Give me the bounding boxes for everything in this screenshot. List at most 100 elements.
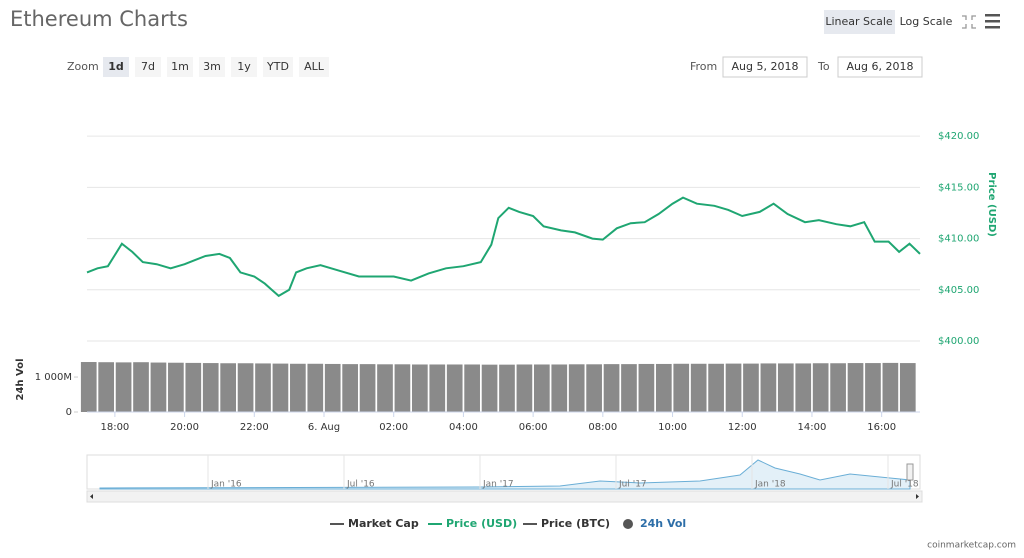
y-tick-label: $415.00 <box>938 182 979 193</box>
to-date[interactable]: Aug 6, 2018 <box>847 60 914 73</box>
legend-label[interactable]: Price (USD) <box>446 517 517 530</box>
y-tick-label: $405.00 <box>938 285 979 296</box>
volume-bar <box>115 362 132 412</box>
zoom-button-label[interactable]: 1y <box>237 60 251 73</box>
zoom-buttons: 1d 7d 1m 3m 1y YTD ALL <box>103 57 329 77</box>
zoom-button-label[interactable]: ALL <box>304 60 325 73</box>
legend-symbol[interactable] <box>623 519 633 529</box>
volume-bar <box>621 364 637 412</box>
volume-bar <box>743 363 759 412</box>
y-tick-label: 0 <box>66 407 72 418</box>
navigator-labels: Jan '16 Jul '16 Jan '17 Jul '17 Jan '18 Jul '… <box>207 455 919 490</box>
volume-bar <box>708 363 724 412</box>
volume-bar <box>586 364 602 412</box>
volume-bar <box>795 363 812 412</box>
zoom-label: Zoom <box>67 60 99 73</box>
zoom-button-label[interactable]: YTD <box>266 60 289 73</box>
navigator-handle[interactable] <box>906 463 914 481</box>
to-input[interactable] <box>837 56 923 78</box>
volume-bar <box>516 364 533 412</box>
y-axis-label: 24h Vol <box>15 358 26 400</box>
volume-bar <box>133 362 149 412</box>
zoom-button-label[interactable]: 3m <box>203 60 221 73</box>
volume-bar <box>168 362 184 412</box>
price-line <box>86 196 921 298</box>
volume-bar <box>307 363 324 412</box>
x-tick-label: 08:00 <box>588 422 617 433</box>
volume-bar <box>272 363 289 412</box>
from-label: From <box>690 60 717 73</box>
zoom-button[interactable] <box>103 57 129 77</box>
legend-label[interactable]: Market Cap <box>348 517 419 530</box>
volume-bar <box>533 364 550 412</box>
zoom-button-label[interactable]: 7d <box>141 60 155 73</box>
volume-bar <box>412 364 428 412</box>
title: Ethereum Charts <box>10 7 188 31</box>
volume-bar <box>150 362 167 412</box>
legend-label[interactable]: Price (BTC) <box>541 517 610 530</box>
volume-bar <box>725 363 742 412</box>
volume-bar <box>359 364 376 412</box>
volume-bar <box>377 364 393 412</box>
x-tick-label: 22:00 <box>240 422 269 433</box>
volume-bar <box>342 364 358 412</box>
volume-bar <box>464 364 480 412</box>
scrollbar[interactable] <box>86 490 923 503</box>
navigator-area <box>99 459 911 490</box>
volume-bar <box>812 363 829 412</box>
volume-bar <box>481 364 498 412</box>
x-tick-label: 10:00 <box>658 422 687 433</box>
linear-button[interactable] <box>824 10 895 34</box>
volume-bar <box>568 364 585 412</box>
zoom-button-label[interactable]: 1d <box>108 60 124 73</box>
volume-bar <box>655 363 672 412</box>
volume-bar <box>638 363 655 412</box>
x-tick-label: 12:00 <box>728 422 757 433</box>
volume-bar <box>324 363 341 412</box>
zoom-button[interactable] <box>299 57 329 77</box>
navigator-label: Jul '17 <box>618 480 647 490</box>
x-tick-label: 02:00 <box>379 422 408 433</box>
zoom-button[interactable] <box>135 57 161 77</box>
volume-bar <box>394 364 411 412</box>
zoom-button[interactable] <box>199 57 225 77</box>
to-label: To <box>817 60 830 73</box>
volume-bar <box>882 362 899 412</box>
zoom-button-label[interactable]: 1m <box>171 60 189 73</box>
fullscreen-icon[interactable] <box>962 15 976 29</box>
zoom-button[interactable] <box>167 57 193 77</box>
volume-bar <box>80 362 97 412</box>
credit: coinmarketcap.com <box>927 541 1016 551</box>
x-tick-label: 14:00 <box>798 422 827 433</box>
zoom-button[interactable] <box>231 57 257 77</box>
navigator-label: Jan '17 <box>482 480 514 490</box>
x-tick-label: 16:00 <box>867 422 896 433</box>
linear-scale[interactable]: Linear Scale <box>825 15 893 28</box>
volume-bar <box>847 363 864 412</box>
navigator-label: Jul '18 <box>890 480 919 490</box>
volume-bar <box>237 363 254 412</box>
from-date[interactable]: Aug 5, 2018 <box>732 60 799 73</box>
volume-bar <box>220 363 236 412</box>
volume-bar <box>865 363 881 412</box>
volume-bar <box>690 363 707 412</box>
y-tick-label: $400.00 <box>938 336 979 347</box>
from-input[interactable] <box>722 56 808 78</box>
legend: Market Cap Price (USD) Price (BTC) 24h Vol <box>330 517 686 530</box>
menu-icon[interactable] <box>985 14 1000 29</box>
volume-bar <box>499 364 515 412</box>
navigator-label: Jan '18 <box>754 480 786 490</box>
x-tick-label: 06:00 <box>519 422 548 433</box>
volume-bar <box>760 363 777 412</box>
zoom-button[interactable] <box>263 57 293 77</box>
legend-label[interactable]: 24h Vol <box>640 517 686 530</box>
navigator-label: Jan '16 <box>210 480 242 490</box>
y-tick-label: 1 000M <box>35 372 72 383</box>
volume-bar <box>830 363 846 412</box>
log-scale[interactable]: Log Scale <box>900 15 953 28</box>
volume-bar <box>98 362 115 412</box>
volume-bar <box>899 363 916 412</box>
x-tick-label: 6. Aug <box>308 422 340 433</box>
